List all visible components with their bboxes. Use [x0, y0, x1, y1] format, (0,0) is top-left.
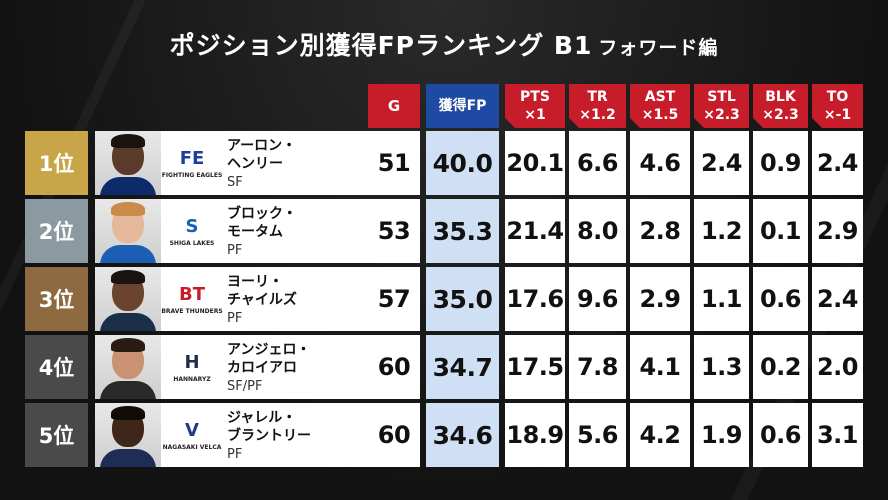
team-logo-caption: HANNARYZ — [173, 375, 211, 383]
team-logo-caption: NAGASAKI VELCA — [162, 443, 222, 451]
header-ast: AST ×1.5 — [630, 84, 690, 128]
team-logo-caption: FIGHTING EAGLES — [161, 171, 223, 179]
player-name: ブロック・ モータム — [227, 206, 297, 240]
stat-stl: 1.1 — [694, 267, 749, 331]
page-title: ポジション別獲得FPランキング B1 フォワード編 — [0, 26, 888, 62]
stat-stl: 2.4 — [694, 131, 749, 195]
player-card: H HANNARYZ アンジェロ・ カロイアロ SF/PF — [95, 335, 383, 399]
player-name: ヨーリ・ チャイルズ — [227, 274, 297, 308]
rank-badge: 2位 — [25, 199, 88, 263]
stat-blk: 0.9 — [753, 131, 808, 195]
stat-fp: 35.0 — [426, 267, 499, 331]
table-row: 1位 FE FIGHTING EAGLES アーロン・ ヘンリー SF 51 — [25, 131, 863, 195]
title-main: ポジション別獲得FPランキング B1 — [169, 31, 593, 60]
stat-to: 2.4 — [812, 267, 863, 331]
header-pts: PTS ×1 — [505, 84, 565, 128]
player-name: アーロン・ ヘンリー — [227, 138, 297, 172]
header-blk: BLK ×2.3 — [753, 84, 808, 128]
player-position: PF — [227, 243, 243, 258]
player-name: ジャレル・ ブラントリー — [227, 410, 311, 444]
header-stl: STL ×2.3 — [694, 84, 749, 128]
stat-tr: 9.6 — [569, 267, 626, 331]
stat-g: 51 — [368, 131, 420, 195]
title-sub: フォワード編 — [598, 37, 719, 59]
stat-blk: 0.6 — [753, 267, 808, 331]
stat-tr: 8.0 — [569, 199, 626, 263]
stat-pts: 18.9 — [505, 403, 565, 467]
stat-to: 2.0 — [812, 335, 863, 399]
stat-blk: 0.6 — [753, 403, 808, 467]
team-logo-caption: BRAVE THUNDERS — [161, 307, 223, 315]
table-row: 3位 BT BRAVE THUNDERS ヨーリ・ チャイルズ PF 57 3 — [25, 267, 863, 331]
team-logo-icon: FE FIGHTING EAGLES — [161, 147, 223, 179]
table-row: 4位 H HANNARYZ アンジェロ・ カロイアロ SF/PF 60 34. — [25, 335, 863, 399]
player-photo — [95, 131, 161, 195]
player-position: SF/PF — [227, 379, 263, 394]
stat-pts: 17.5 — [505, 335, 565, 399]
stat-stl: 1.9 — [694, 403, 749, 467]
player-photo — [95, 403, 161, 467]
stat-tr: 5.6 — [569, 403, 626, 467]
table-row: 2位 S SHIGA LAKES ブロック・ モータム PF 53 35.3 2 — [25, 199, 863, 263]
team-logo-icon: S SHIGA LAKES — [169, 215, 215, 247]
stat-pts: 17.6 — [505, 267, 565, 331]
header-fp: 獲得FP — [426, 84, 499, 128]
player-card: FE FIGHTING EAGLES アーロン・ ヘンリー SF — [95, 131, 383, 195]
stat-pts: 20.1 — [505, 131, 565, 195]
rank-badge: 4位 — [25, 335, 88, 399]
stat-stl: 1.2 — [694, 199, 749, 263]
team-logo-icon: BT BRAVE THUNDERS — [161, 283, 223, 315]
stat-blk: 0.1 — [753, 199, 808, 263]
stat-stl: 1.3 — [694, 335, 749, 399]
stat-to: 2.4 — [812, 131, 863, 195]
stat-fp: 35.3 — [426, 199, 499, 263]
stat-to: 2.9 — [812, 199, 863, 263]
stat-ast: 4.6 — [630, 131, 690, 195]
player-position: SF — [227, 175, 243, 190]
stat-g: 53 — [368, 199, 420, 263]
header-to: TO ×-1 — [812, 84, 863, 128]
player-card: S SHIGA LAKES ブロック・ モータム PF — [95, 199, 383, 263]
stat-fp: 34.6 — [426, 403, 499, 467]
header-tr: TR ×1.2 — [569, 84, 626, 128]
player-photo — [95, 335, 161, 399]
stat-to: 3.1 — [812, 403, 863, 467]
stat-ast: 4.2 — [630, 403, 690, 467]
player-card: V NAGASAKI VELCA ジャレル・ ブラントリー PF — [95, 403, 383, 467]
stat-fp: 34.7 — [426, 335, 499, 399]
player-card: BT BRAVE THUNDERS ヨーリ・ チャイルズ PF — [95, 267, 383, 331]
stat-g: 57 — [368, 267, 420, 331]
rank-badge: 5位 — [25, 403, 88, 467]
stat-blk: 0.2 — [753, 335, 808, 399]
player-photo — [95, 267, 161, 331]
table-row: 5位 V NAGASAKI VELCA ジャレル・ ブラントリー PF 60 — [25, 403, 863, 467]
stat-tr: 7.8 — [569, 335, 626, 399]
player-position: PF — [227, 311, 243, 326]
stat-g: 60 — [368, 335, 420, 399]
player-position: PF — [227, 447, 243, 462]
stat-ast: 2.9 — [630, 267, 690, 331]
stat-g: 60 — [368, 403, 420, 467]
player-photo — [95, 199, 161, 263]
player-name: アンジェロ・ カロイアロ — [227, 342, 311, 376]
stat-ast: 2.8 — [630, 199, 690, 263]
rank-badge: 1位 — [25, 131, 88, 195]
stat-ast: 4.1 — [630, 335, 690, 399]
team-logo-caption: SHIGA LAKES — [169, 239, 215, 247]
stat-fp: 40.0 — [426, 131, 499, 195]
team-logo-icon: H HANNARYZ — [173, 351, 211, 383]
rank-badge: 3位 — [25, 267, 88, 331]
stat-pts: 21.4 — [505, 199, 565, 263]
stat-tr: 6.6 — [569, 131, 626, 195]
header-games: G — [368, 84, 420, 128]
team-logo-icon: V NAGASAKI VELCA — [162, 419, 222, 451]
